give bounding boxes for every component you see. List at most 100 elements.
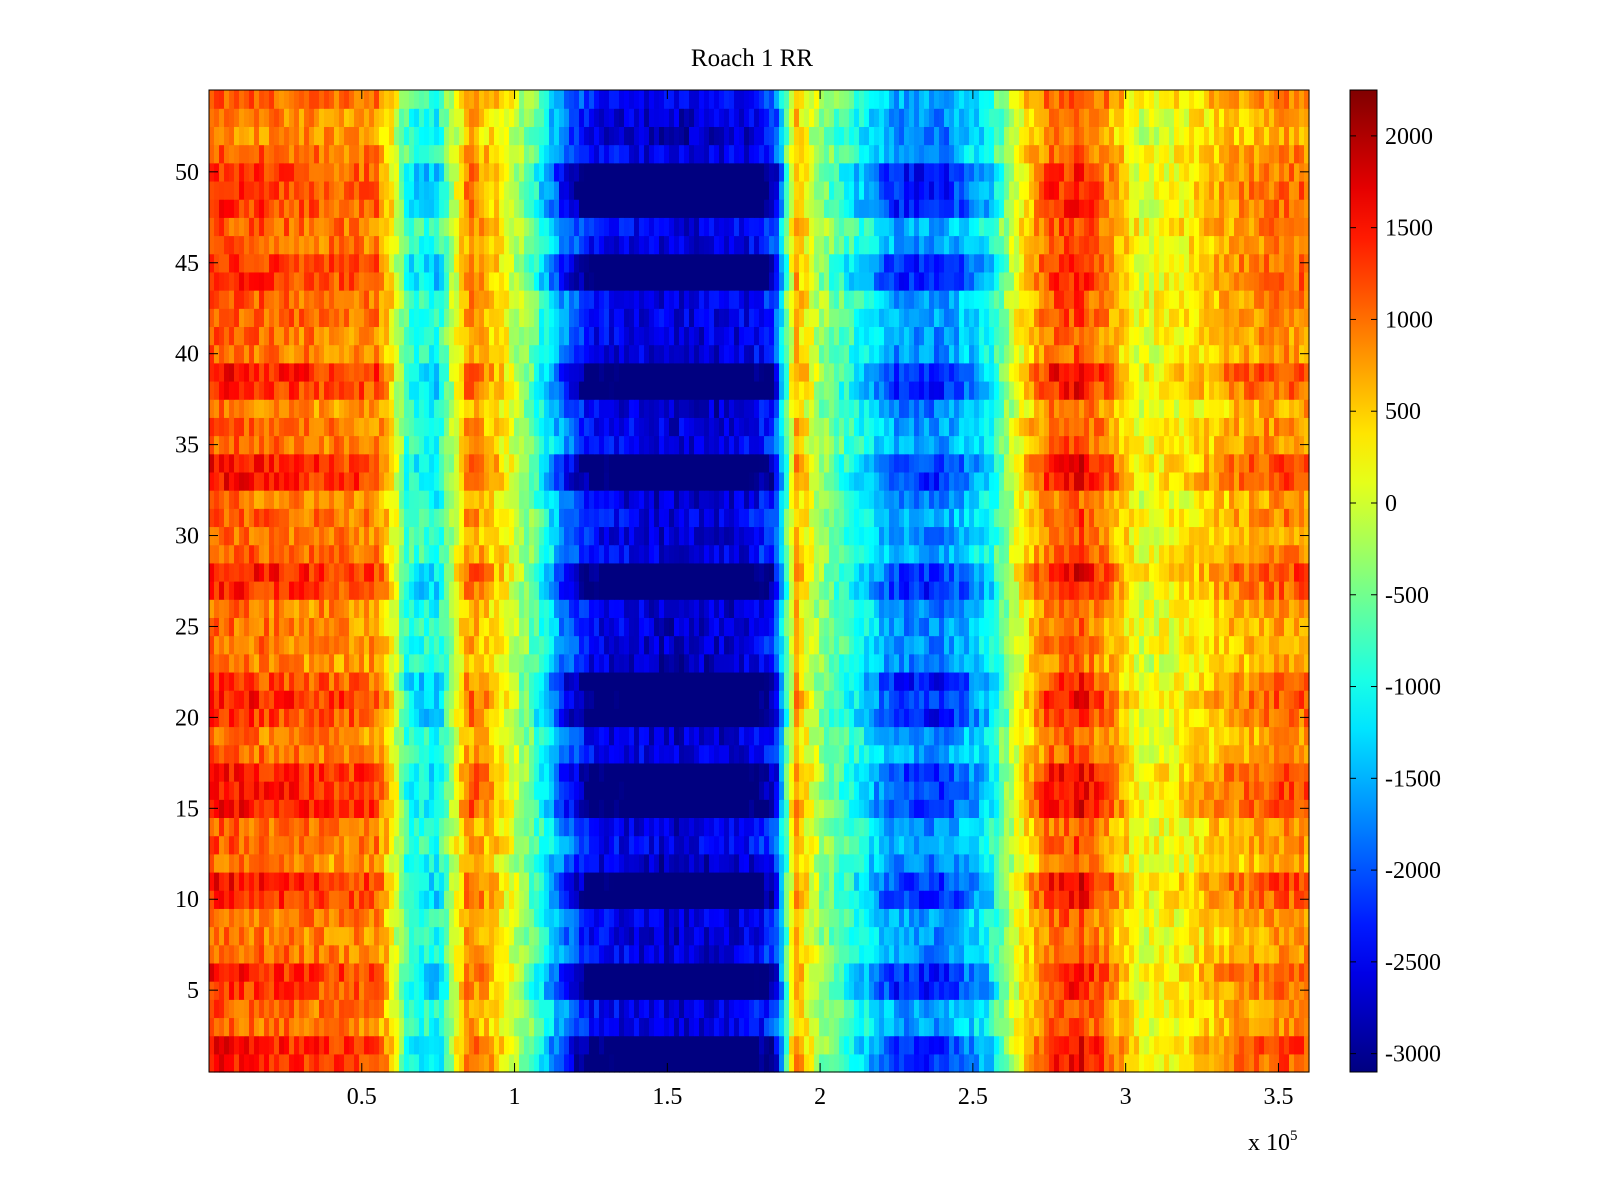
heatmap-cell	[439, 708, 445, 728]
heatmap-cell	[259, 671, 265, 691]
heatmap-cell	[964, 726, 970, 746]
heatmap-cell	[514, 781, 520, 800]
heatmap-cell	[624, 726, 630, 746]
heatmap-cell	[389, 762, 395, 782]
heatmap-cell	[1134, 981, 1140, 1000]
heatmap-cell	[444, 981, 450, 1000]
heatmap-cell	[339, 835, 345, 855]
heatmap-cell	[439, 817, 445, 837]
heatmap-cell	[994, 726, 1000, 746]
heatmap-cell	[464, 1035, 470, 1055]
heatmap-cell	[644, 726, 650, 746]
heatmap-cell	[564, 781, 570, 800]
heatmap-cell	[1284, 999, 1290, 1019]
heatmap-cell	[489, 817, 495, 837]
heatmap-cell	[769, 817, 775, 837]
heatmap-cell	[1174, 853, 1180, 873]
heatmap-cell	[924, 744, 930, 764]
heatmap-cell	[534, 926, 540, 946]
heatmap-cell	[1079, 962, 1085, 982]
heatmap-cell	[1269, 962, 1275, 982]
heatmap-cell	[334, 835, 340, 855]
heatmap-cell	[1259, 908, 1265, 928]
heatmap-cell	[344, 781, 350, 800]
heatmap-cell	[1039, 726, 1045, 746]
heatmap-cell	[769, 871, 775, 891]
heatmap-cell	[629, 890, 635, 909]
heatmap-cell	[959, 799, 965, 819]
heatmap-cell	[244, 944, 250, 964]
heatmap-cell	[939, 999, 945, 1019]
heatmap-cell	[504, 744, 510, 764]
heatmap-cell	[754, 981, 760, 1000]
heatmap-cell	[1089, 926, 1095, 946]
heatmap-cell	[729, 744, 735, 764]
heatmap-cell	[1219, 981, 1225, 1000]
heatmap-cell	[629, 1017, 635, 1037]
heatmap-cell	[1044, 762, 1050, 782]
heatmap-cell	[1179, 890, 1185, 909]
heatmap-cell	[1029, 926, 1035, 946]
heatmap-cell	[1174, 981, 1180, 1000]
heatmap-cell	[724, 871, 730, 891]
heatmap-cell	[1149, 1053, 1155, 1073]
heatmap-cell	[749, 653, 755, 673]
heatmap-cell	[209, 653, 215, 673]
heatmap-cell	[1039, 908, 1045, 928]
heatmap-cell	[999, 781, 1005, 800]
heatmap-cell	[449, 890, 455, 909]
heatmap-cell	[394, 835, 400, 855]
heatmap-cell	[814, 744, 820, 764]
heatmap-cell	[799, 671, 805, 691]
heatmap-cell	[789, 871, 795, 891]
heatmap-cell	[289, 762, 295, 782]
heatmap-cell	[599, 1035, 605, 1055]
heatmap-cell	[929, 726, 935, 746]
heatmap-cell	[294, 944, 300, 964]
heatmap-cell	[549, 962, 555, 982]
heatmap-cell	[404, 853, 410, 873]
heatmap-cell	[794, 926, 800, 946]
heatmap-cell	[829, 890, 835, 909]
heatmap-cell	[1014, 1017, 1020, 1037]
heatmap-cell	[234, 962, 240, 982]
heatmap-cell	[279, 1035, 285, 1055]
heatmap-cell	[874, 981, 880, 1000]
heatmap-cell	[1179, 1017, 1185, 1037]
heatmap-cell	[619, 981, 625, 1000]
heatmap-cell	[569, 799, 575, 819]
heatmap-cell	[849, 653, 855, 673]
heatmap-cell	[1279, 908, 1285, 928]
heatmap-cell	[254, 944, 260, 964]
heatmap-cell	[409, 890, 415, 909]
heatmap-cell	[1139, 944, 1145, 964]
heatmap-cell	[714, 762, 720, 782]
heatmap-cell	[1114, 817, 1120, 837]
heatmap-cell	[774, 890, 780, 909]
heatmap-cell	[1244, 890, 1250, 909]
heatmap-cell	[1029, 981, 1035, 1000]
heatmap-cell	[1174, 962, 1180, 982]
heatmap-cell	[664, 1017, 670, 1037]
heatmap-cell	[544, 926, 550, 946]
heatmap-cell	[1289, 835, 1295, 855]
heatmap-cell	[734, 708, 740, 728]
heatmap-cell	[1099, 890, 1105, 909]
heatmap-cell	[784, 799, 790, 819]
heatmap-cell	[644, 1017, 650, 1037]
heatmap-cell	[1009, 817, 1015, 837]
heatmap-cell	[1079, 781, 1085, 800]
heatmap-cell	[1169, 908, 1175, 928]
heatmap-cell	[289, 726, 295, 746]
heatmap-cell	[859, 835, 865, 855]
heatmap-cell	[684, 781, 690, 800]
heatmap-cell	[1104, 835, 1110, 855]
heatmap-cell	[449, 999, 455, 1019]
heatmap-cell	[294, 781, 300, 800]
heatmap-cell	[619, 871, 625, 891]
heatmap-cell	[744, 726, 750, 746]
heatmap-cell	[289, 653, 295, 673]
heatmap-cell	[394, 999, 400, 1019]
heatmap-cell	[719, 690, 725, 709]
heatmap-cell	[1219, 744, 1225, 764]
